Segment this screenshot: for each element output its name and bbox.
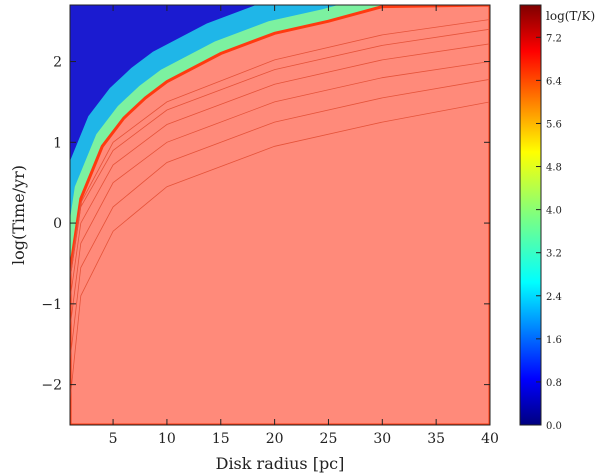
x-tick-label: 30 [373,431,391,447]
plot-frame [69,4,491,426]
x-tick-label: 35 [427,431,445,447]
colorbar: 0.0 0.8 1.6 2.4 3.2 4.0 4.8 5.6 6.4 7.2 log(T/K) [519,4,595,432]
colorbar-tick-label: 0.8 [546,378,562,389]
y-tick-label: −1 [41,297,62,313]
x-tick-label: 5 [109,431,118,447]
colorbar-tick-label: 1.6 [546,335,562,346]
x-tick-label: 40 [481,431,499,447]
x-tick-label: 10 [158,431,176,447]
y-tick-label: 0 [53,216,62,232]
colorbar-tick-label: 2.4 [546,292,562,303]
colorbar-tick-label: 0.0 [546,421,562,432]
x-axis-title: Disk radius [pc] [216,454,345,473]
colorbar-tick-label: 4.0 [546,206,562,217]
colorbar-tick-label: 3.2 [546,249,562,260]
x-axis-ticks: 5 10 15 20 25 30 35 40 [109,5,499,447]
y-axis-ticks: −2 −1 0 1 2 [41,55,490,394]
contour-line [70,61,490,329]
x-tick-label: 25 [320,431,338,447]
colorbar-tick-label: 4.8 [546,163,562,174]
y-axis-title: log(Time/yr) [9,165,28,265]
x-tick-label: 20 [266,431,284,447]
hot-region [70,5,490,425]
colorbar-tick-label: 6.4 [546,76,562,87]
y-tick-label: 2 [53,55,62,71]
contour-line [70,43,490,300]
plot-area [70,5,490,425]
y-tick-label: −2 [41,378,62,394]
colorbar-tick-label: 5.6 [546,119,562,130]
contour-line [70,28,490,280]
colorbar-gradient [519,4,542,426]
contour-lines [70,19,490,401]
x-tick-label: 15 [212,431,230,447]
contour-line [70,101,490,401]
colorbar-title: log(T/K) [546,9,595,23]
colorbar-ticks: 0.0 0.8 1.6 2.4 3.2 4.0 4.8 5.6 6.4 7.2 [536,33,562,432]
contour-line [70,78,490,361]
contour-line [70,19,490,276]
colorbar-tick-label: 7.2 [546,33,562,44]
y-tick-label: 1 [53,135,62,151]
